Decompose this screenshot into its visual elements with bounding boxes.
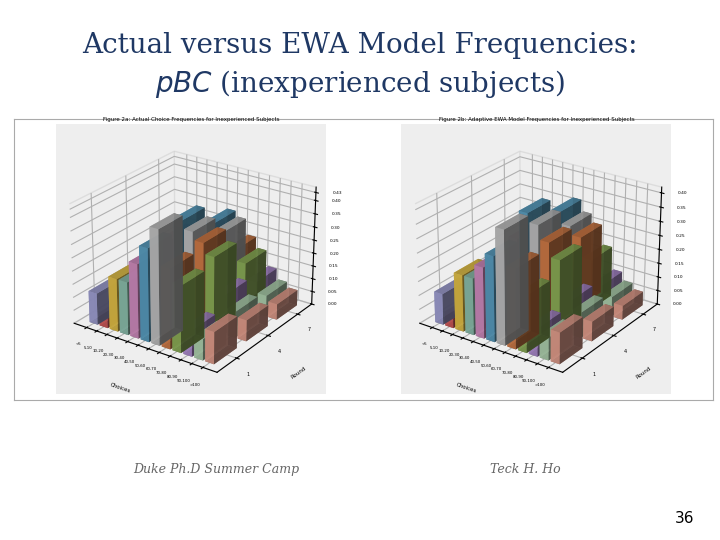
- Text: Teck H. Ho: Teck H. Ho: [490, 463, 561, 476]
- Title: Figure 2a: Actual Choice Frequencies for Inexperienced Subjects: Figure 2a: Actual Choice Frequencies for…: [102, 117, 279, 123]
- X-axis label: Choices: Choices: [455, 382, 477, 394]
- Y-axis label: Round: Round: [636, 366, 652, 380]
- Text: Duke Ph.D Summer Camp: Duke Ph.D Summer Camp: [133, 463, 299, 476]
- Text: Actual versus EWA Model Frequencies:: Actual versus EWA Model Frequencies:: [82, 32, 638, 59]
- Y-axis label: Round: Round: [290, 366, 307, 380]
- Text: $\mathit{pBC}$ (inexperienced subjects): $\mathit{pBC}$ (inexperienced subjects): [155, 68, 565, 100]
- Text: 36: 36: [675, 511, 695, 526]
- X-axis label: Choices: Choices: [109, 382, 131, 394]
- Title: Figure 2b: Adaptive EWA Model Frequencies for Inexperienced Subjects: Figure 2b: Adaptive EWA Model Frequencie…: [438, 117, 634, 123]
